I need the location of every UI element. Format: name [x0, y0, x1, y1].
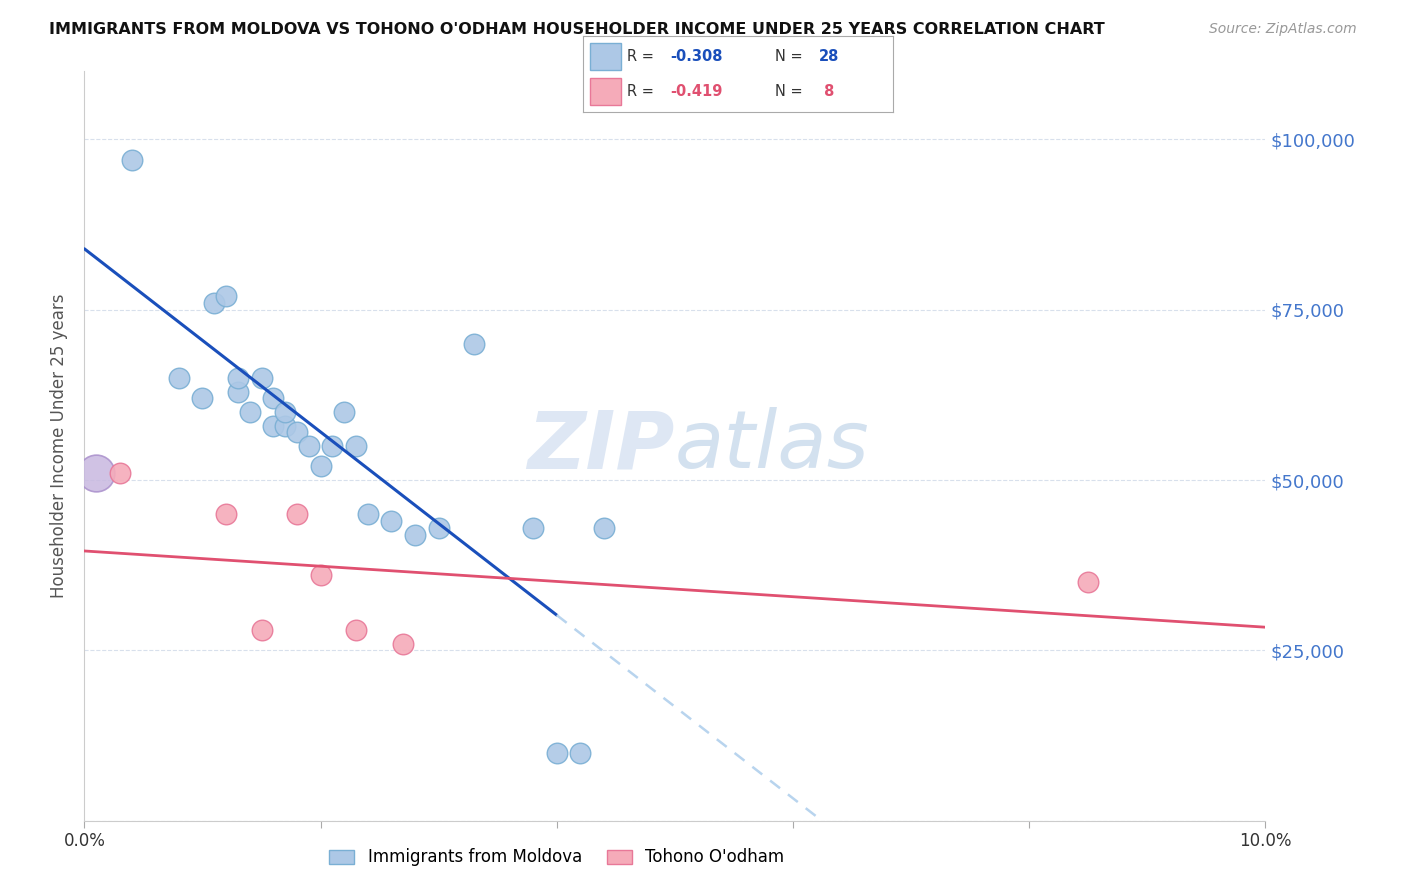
Bar: [589, 43, 620, 70]
Text: -0.308: -0.308: [671, 49, 723, 63]
Text: 28: 28: [818, 49, 839, 63]
Point: [226, 371, 249, 385]
Point: [239, 405, 262, 419]
Point: [321, 439, 343, 453]
Point: [202, 296, 225, 310]
Point: [309, 568, 332, 582]
Point: [344, 439, 367, 453]
Point: [285, 507, 308, 521]
Text: ZIP: ZIP: [527, 407, 675, 485]
Point: [262, 418, 284, 433]
Point: [226, 384, 249, 399]
Legend: Immigrants from Moldova, Tohono O'odham: Immigrants from Moldova, Tohono O'odham: [322, 842, 792, 873]
Point: [250, 371, 273, 385]
Point: [404, 527, 426, 541]
Text: R =: R =: [627, 84, 658, 99]
Text: IMMIGRANTS FROM MOLDOVA VS TOHONO O'ODHAM HOUSEHOLDER INCOME UNDER 25 YEARS CORR: IMMIGRANTS FROM MOLDOVA VS TOHONO O'ODHA…: [49, 22, 1105, 37]
Text: -0.419: -0.419: [671, 84, 723, 99]
Text: R =: R =: [627, 49, 658, 63]
Text: atlas: atlas: [675, 407, 870, 485]
Point: [121, 153, 143, 167]
Point: [593, 521, 616, 535]
Point: [546, 746, 568, 760]
Point: [463, 336, 485, 351]
Text: N =: N =: [775, 84, 807, 99]
Point: [274, 418, 297, 433]
Point: [215, 507, 238, 521]
Point: [309, 459, 332, 474]
Point: [344, 623, 367, 637]
Point: [250, 623, 273, 637]
Point: [274, 405, 297, 419]
Point: [285, 425, 308, 440]
Point: [522, 521, 544, 535]
Text: N =: N =: [775, 49, 807, 63]
Point: [84, 467, 107, 481]
Point: [1077, 575, 1099, 590]
Point: [357, 507, 380, 521]
Point: [262, 392, 284, 406]
Point: [392, 636, 415, 650]
Point: [167, 371, 190, 385]
Text: Source: ZipAtlas.com: Source: ZipAtlas.com: [1209, 22, 1357, 37]
Point: [215, 289, 238, 303]
Point: [333, 405, 356, 419]
Text: 8: 8: [818, 84, 834, 99]
Bar: [589, 78, 620, 105]
Point: [108, 467, 131, 481]
Point: [191, 392, 214, 406]
Point: [427, 521, 450, 535]
Y-axis label: Householder Income Under 25 years: Householder Income Under 25 years: [51, 293, 69, 599]
Point: [298, 439, 321, 453]
Point: [569, 746, 592, 760]
Point: [380, 514, 402, 528]
